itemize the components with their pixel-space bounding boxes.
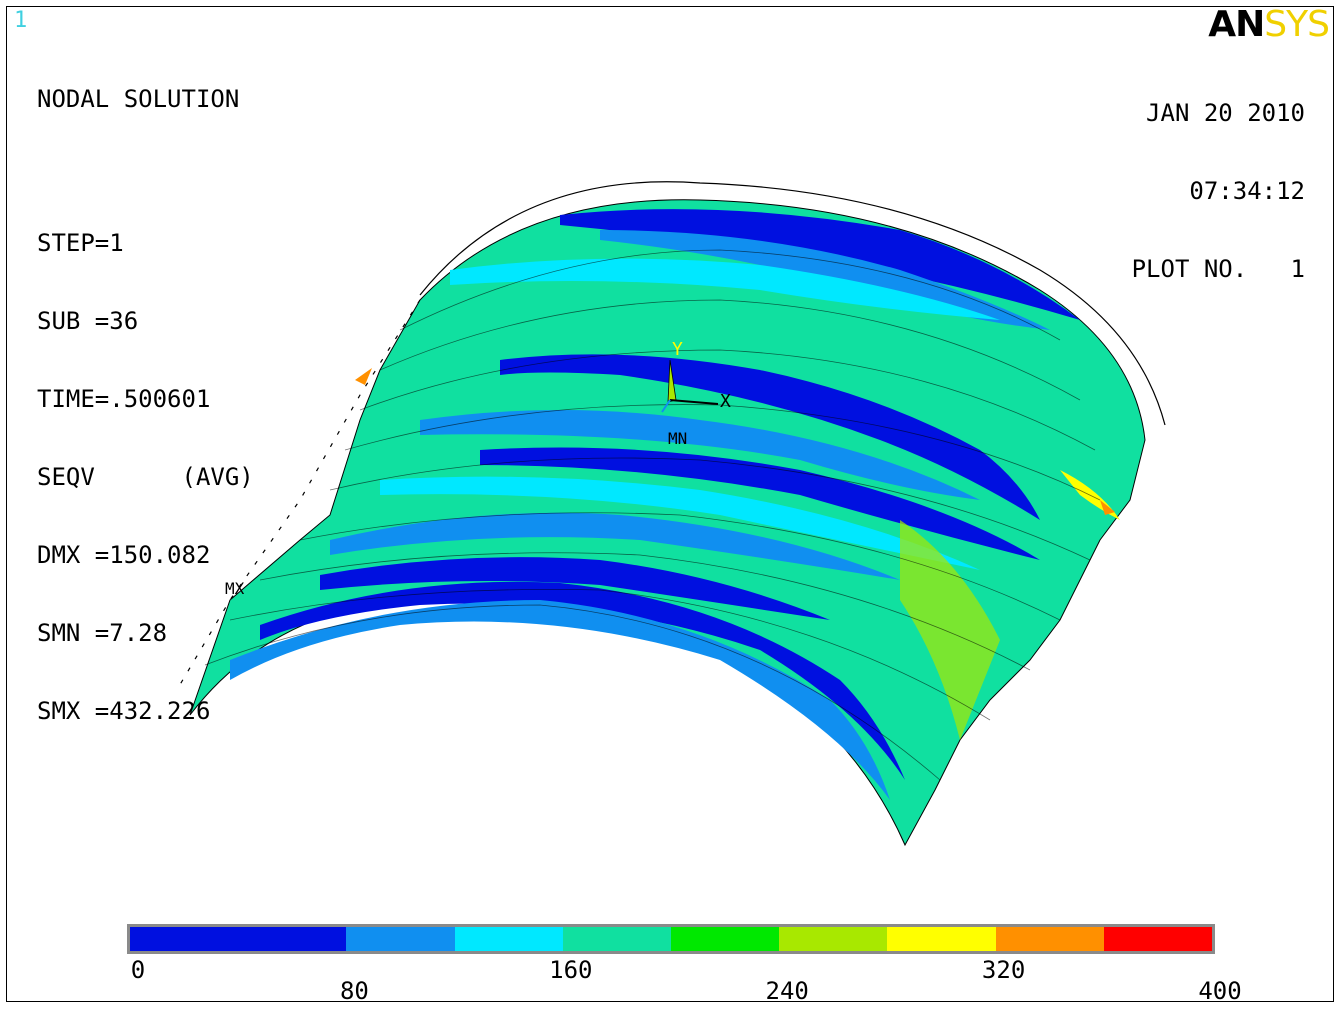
triad-y-label: Y bbox=[672, 339, 683, 360]
info-sub: SUB =36 bbox=[37, 307, 139, 335]
legend-tick-label: 400 bbox=[1198, 977, 1242, 1005]
logo-sys: SYS bbox=[1264, 4, 1330, 45]
stamp-date: JAN 20 2010 bbox=[1146, 99, 1305, 127]
stamp-time: 07:34:12 bbox=[1189, 177, 1305, 205]
triad-x-label: X bbox=[720, 391, 731, 412]
info-dmx: DMX =150.082 bbox=[37, 541, 211, 569]
info-smn: SMN =7.28 bbox=[37, 619, 168, 647]
graphics-window-frame bbox=[6, 6, 1334, 1002]
info-title: NODAL SOLUTION bbox=[37, 85, 240, 113]
info-step: STEP=1 bbox=[37, 229, 124, 257]
undeformed-outline bbox=[419, 181, 1166, 426]
max-marker: MX bbox=[225, 579, 245, 598]
legend-tick-label: 240 bbox=[765, 977, 809, 1005]
info-result: SEQV (AVG) bbox=[37, 463, 254, 491]
ansys-logo: ANSYS bbox=[1208, 4, 1330, 45]
window-number: 1 bbox=[14, 8, 28, 33]
legend-swatch bbox=[995, 927, 1104, 951]
info-time: TIME=.500601 bbox=[37, 385, 211, 413]
contour-bands bbox=[230, 209, 1120, 800]
legend-tick-label: 320 bbox=[981, 956, 1026, 984]
legend-swatch bbox=[671, 927, 780, 951]
legend-swatch bbox=[130, 927, 347, 951]
logo-an: AN bbox=[1208, 4, 1265, 45]
legend-tick-label: 160 bbox=[549, 956, 593, 984]
legend-swatch bbox=[887, 927, 996, 951]
legend-swatch bbox=[779, 927, 888, 951]
color-legend bbox=[127, 924, 1215, 954]
plot-stamp: JAN 20 2010 07:34:12 PLOT NO. 1 bbox=[1132, 48, 1305, 308]
legend-tick-label: 0 bbox=[130, 956, 146, 984]
legend-swatch bbox=[346, 927, 455, 951]
legend-swatch bbox=[562, 927, 672, 951]
legend-tick-label: 80 bbox=[339, 977, 369, 1005]
legend-swatch bbox=[1103, 927, 1213, 951]
min-marker: MN bbox=[668, 429, 687, 448]
stamp-plot-number: PLOT NO. 1 bbox=[1131, 255, 1305, 283]
coordinate-triad: Y X bbox=[661, 339, 731, 413]
corrugation-lines bbox=[204, 249, 1101, 781]
legend-swatch bbox=[454, 927, 563, 951]
